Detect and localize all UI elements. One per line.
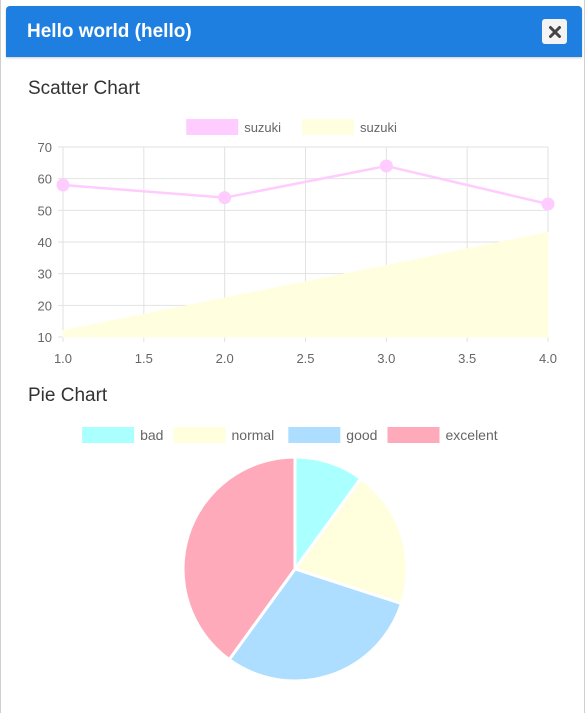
y-tick-label: 40: [38, 235, 52, 250]
pie-chart-title: Pie Chart: [28, 385, 108, 406]
data-point: [218, 191, 232, 205]
legend-swatch: [387, 427, 440, 443]
dialog-titlebar: Hello world (hello): [6, 6, 582, 57]
legend-label: suzuki: [360, 120, 397, 135]
area-series: [62, 231, 549, 338]
legend-label: suzuki: [244, 120, 281, 135]
close-icon: [548, 25, 561, 38]
pie-slice: [181, 455, 297, 662]
legend-swatch: [186, 119, 239, 135]
pie-slice: [292, 476, 409, 606]
x-tick-label: 3.0: [377, 351, 395, 366]
dialog-title: Hello world (hello): [27, 21, 192, 42]
pie-slice: [227, 567, 404, 683]
data-point: [379, 159, 393, 173]
y-tick-label: 30: [38, 267, 52, 282]
legend-swatch: [288, 427, 341, 443]
x-tick-label: 4.0: [539, 351, 557, 366]
x-tick-label: 3.5: [458, 351, 476, 366]
y-tick-label: 10: [38, 330, 52, 345]
legend-swatch: [302, 119, 354, 135]
close-button[interactable]: [542, 19, 567, 44]
y-tick-label: 50: [38, 203, 52, 218]
x-tick-label: 1.5: [135, 351, 153, 366]
legend-swatch: [173, 427, 226, 443]
legend-label: normal: [232, 427, 275, 443]
scatter-chart-title: Scatter Chart: [28, 78, 140, 99]
data-point: [541, 197, 555, 211]
y-tick-label: 60: [38, 172, 52, 187]
x-tick-label: 2.0: [216, 351, 234, 366]
x-tick-label: 1.0: [54, 351, 72, 366]
x-tick-label: 2.5: [296, 351, 314, 366]
data-point: [56, 178, 70, 192]
legend-label: good: [346, 427, 377, 443]
legend-label: bad: [140, 427, 163, 443]
line-series: [62, 164, 549, 206]
y-tick-label: 70: [38, 140, 52, 155]
legend-swatch: [82, 427, 135, 443]
y-tick-label: 20: [38, 298, 52, 313]
legend-label: excelent: [446, 427, 498, 443]
